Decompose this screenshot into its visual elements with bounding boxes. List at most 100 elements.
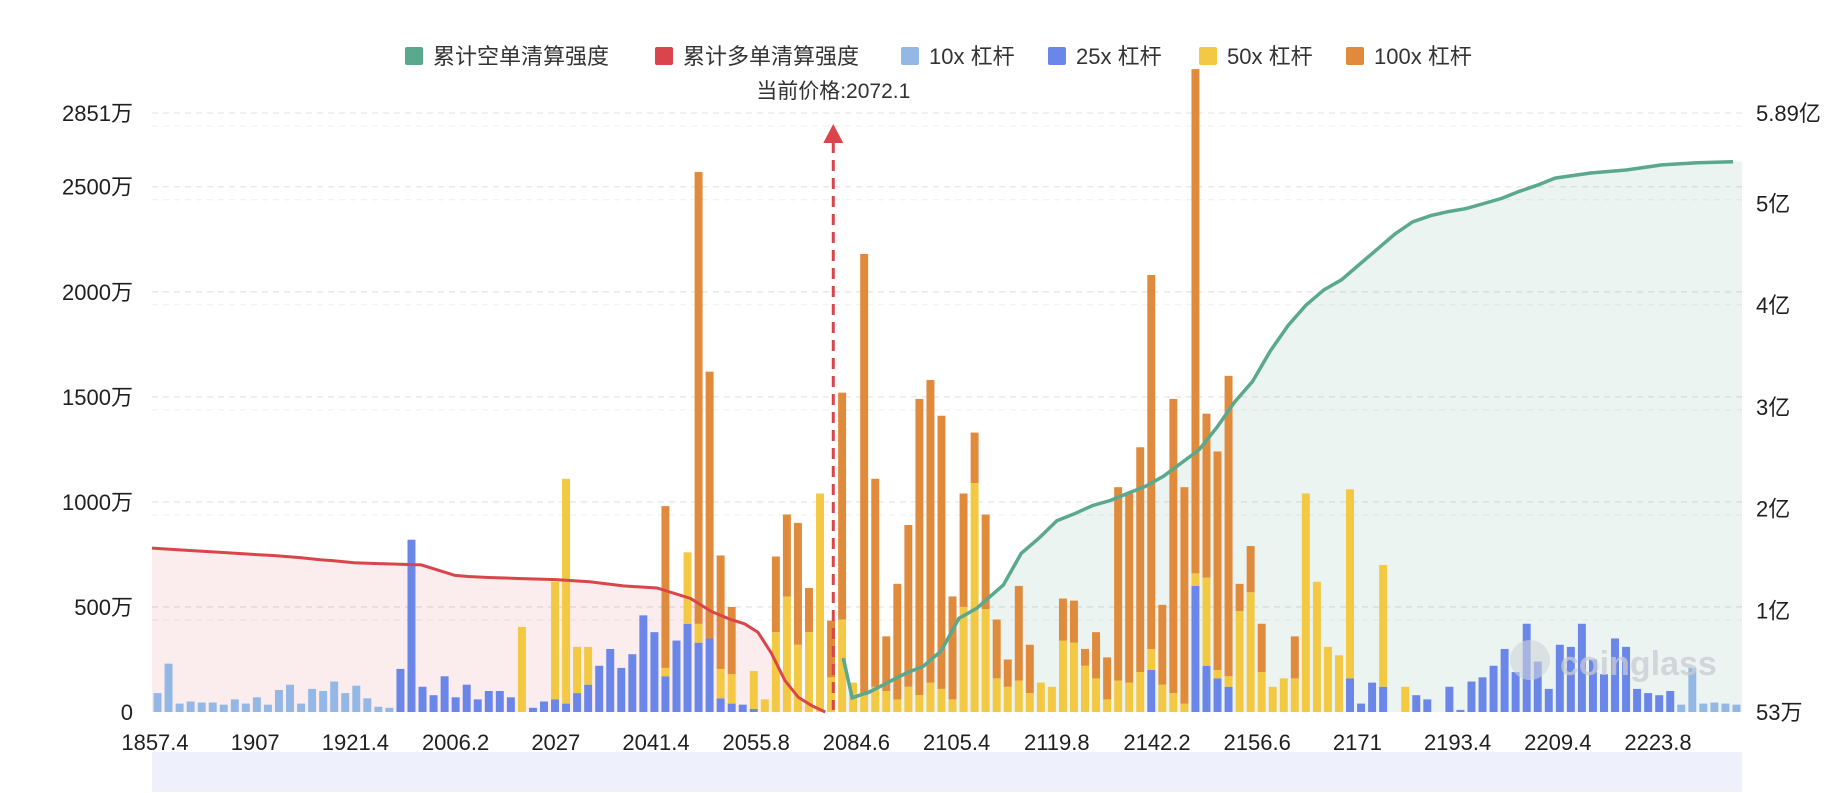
bar-25x xyxy=(606,648,615,712)
left-tick-label: 2500万 xyxy=(62,175,133,200)
range-slider[interactable] xyxy=(152,752,1742,792)
x-tick-label: 1857.4 xyxy=(121,730,188,755)
bar-100x xyxy=(882,636,891,691)
bar-50x xyxy=(749,671,758,709)
bar-100x xyxy=(1257,623,1266,673)
bar-50x xyxy=(683,552,692,624)
bar-100x xyxy=(1114,487,1123,681)
bar-100x xyxy=(771,556,780,633)
left-tick-label: 500万 xyxy=(74,595,133,620)
legend-item[interactable]: 25x 杠杆 xyxy=(1048,44,1162,69)
bar-10x xyxy=(374,706,383,712)
bar-25x xyxy=(1633,688,1642,712)
bar-100x xyxy=(915,398,924,696)
bar-25x xyxy=(407,539,416,712)
x-tick-label: 2171 xyxy=(1333,730,1382,755)
bar-50x xyxy=(1301,493,1310,712)
bar-25x xyxy=(1611,638,1619,712)
area-fills xyxy=(152,161,1742,713)
left-tick-label: 0 xyxy=(121,700,133,725)
legend-swatch xyxy=(655,47,673,65)
x-tick-label: 2119.8 xyxy=(1024,730,1090,755)
bar-50x xyxy=(1191,573,1200,586)
legend-item[interactable]: 100x 杠杆 xyxy=(1346,44,1472,69)
bar-10x xyxy=(319,690,328,712)
legend-label: 10x 杠杆 xyxy=(929,44,1015,69)
bar-10x xyxy=(252,697,261,712)
bar-100x xyxy=(1081,648,1089,666)
watermark-text: coinglass xyxy=(1560,645,1717,683)
bar-100x xyxy=(1070,600,1078,643)
right-tick-label: 3亿 xyxy=(1756,395,1790,420)
bar-50x xyxy=(948,699,957,712)
legend[interactable]: 累计空单清算强度 累计多单清算强度 10x 杠杆 25x 杠杆 50x 杠杆 100x 杠… xyxy=(405,44,1472,69)
bar-25x xyxy=(462,684,471,712)
bar-50x xyxy=(1213,669,1222,679)
bar-50x xyxy=(1058,640,1067,712)
legend-swatch xyxy=(901,47,919,65)
bar-100x xyxy=(661,506,670,668)
bar-100x xyxy=(1246,546,1255,593)
bar-50x xyxy=(992,678,1001,712)
bar-25x xyxy=(1666,690,1675,712)
bar-10x xyxy=(385,707,394,712)
legend-item[interactable]: 累计空单清算强度 xyxy=(405,44,609,69)
current-price-marker: 当前价格:2072.1 xyxy=(756,80,910,710)
bar-10x xyxy=(1677,704,1686,712)
bar-25x xyxy=(1191,585,1200,712)
bar-25x xyxy=(551,699,559,712)
bar-50x xyxy=(1180,703,1189,712)
bar-50x xyxy=(1257,672,1266,712)
bar-50x xyxy=(1235,611,1244,712)
right-tick-label: 4亿 xyxy=(1756,293,1790,318)
legend-item[interactable]: 50x 杠杆 xyxy=(1199,44,1313,69)
x-tick-label: 2084.6 xyxy=(823,730,890,755)
bar-25x xyxy=(705,638,714,712)
legend-item[interactable]: 10x 杠杆 xyxy=(901,44,1015,69)
bar-10x xyxy=(297,703,306,712)
bar-10x xyxy=(263,704,272,712)
bar-25x xyxy=(506,697,515,712)
bar-25x xyxy=(418,686,427,712)
bar-100x xyxy=(1003,659,1012,687)
bar-50x xyxy=(517,626,526,712)
bar-50x xyxy=(860,695,869,712)
left-tick-label: 2851万 xyxy=(62,101,133,126)
bar-50x xyxy=(1169,693,1178,712)
bar-50x xyxy=(970,482,979,712)
x-tick-label: 1921.4 xyxy=(322,730,389,755)
bar-50x xyxy=(937,688,946,712)
bar-100x xyxy=(1058,598,1067,641)
bar-25x xyxy=(749,708,758,712)
legend-label: 50x 杠杆 xyxy=(1227,44,1313,69)
bar-100x xyxy=(893,583,902,700)
bar-25x xyxy=(1224,686,1233,712)
bar-100x xyxy=(871,478,880,687)
bar-25x xyxy=(573,693,582,712)
bar-25x xyxy=(1489,665,1498,712)
bar-25x xyxy=(1445,686,1454,712)
bar-10x xyxy=(275,689,283,712)
legend-swatch xyxy=(1346,47,1364,65)
bar-25x xyxy=(1213,678,1222,712)
legend-item[interactable]: 累计多单清算强度 xyxy=(655,44,859,69)
bar-50x xyxy=(1103,699,1112,712)
bar-10x xyxy=(219,704,228,712)
bar-10x xyxy=(186,701,195,712)
x-tick-label: 2105.4 xyxy=(923,730,990,755)
bar-25x xyxy=(694,642,703,712)
bar-100x xyxy=(1202,413,1211,578)
legend-label: 25x 杠杆 xyxy=(1076,44,1162,69)
line-series xyxy=(151,160,1734,714)
bar-50x xyxy=(981,609,990,712)
current-price-label: 当前价格:2072.1 xyxy=(756,80,910,103)
right-axis-ticks: 53万 1亿 2亿 3亿 4亿 5亿 5.89亿 xyxy=(1756,101,1821,725)
bar-100x xyxy=(694,172,703,624)
bar-50x xyxy=(1246,592,1255,712)
x-tick-label: 1907 xyxy=(231,730,280,755)
bar-25x xyxy=(396,668,405,712)
left-tick-label: 2000万 xyxy=(62,280,133,305)
bar-50x xyxy=(584,646,593,685)
bar-50x xyxy=(573,646,582,694)
bar-25x xyxy=(1500,648,1509,712)
